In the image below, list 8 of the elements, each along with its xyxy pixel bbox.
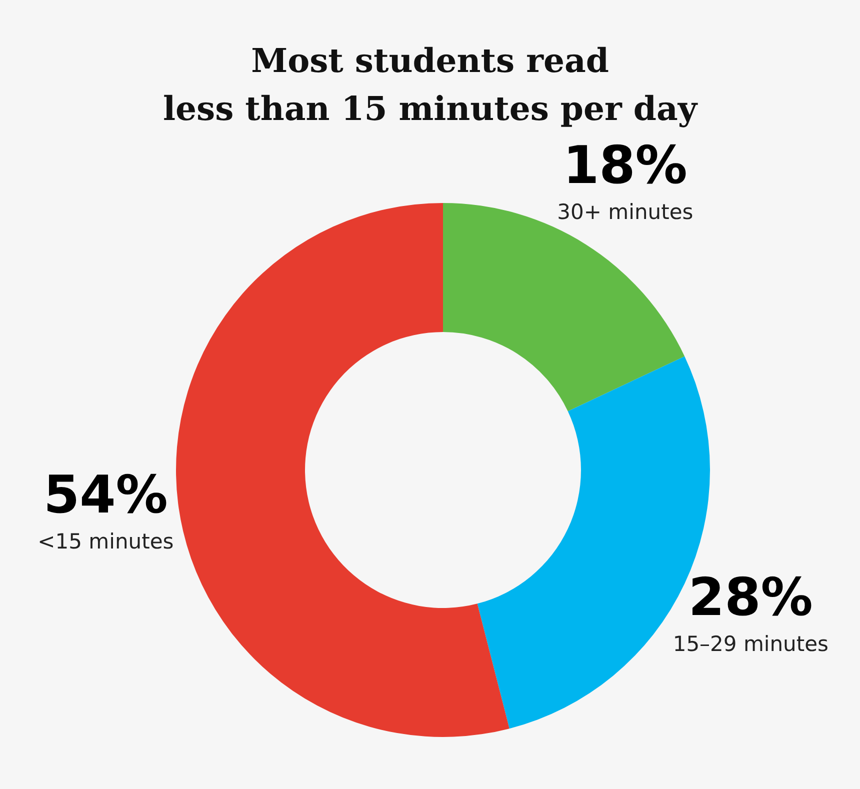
chart-title: Most students read less than 15 minutes per day — [162, 40, 698, 128]
donut-slice — [176, 203, 510, 737]
slice-label: 30+ minutes — [557, 200, 694, 224]
slice-label: 15–29 minutes — [672, 632, 828, 656]
data-label: 54% — [43, 466, 168, 526]
slice-label: <15 minutes — [38, 530, 174, 554]
data-label: 28% — [688, 568, 813, 628]
data-label: 18% — [562, 136, 688, 196]
